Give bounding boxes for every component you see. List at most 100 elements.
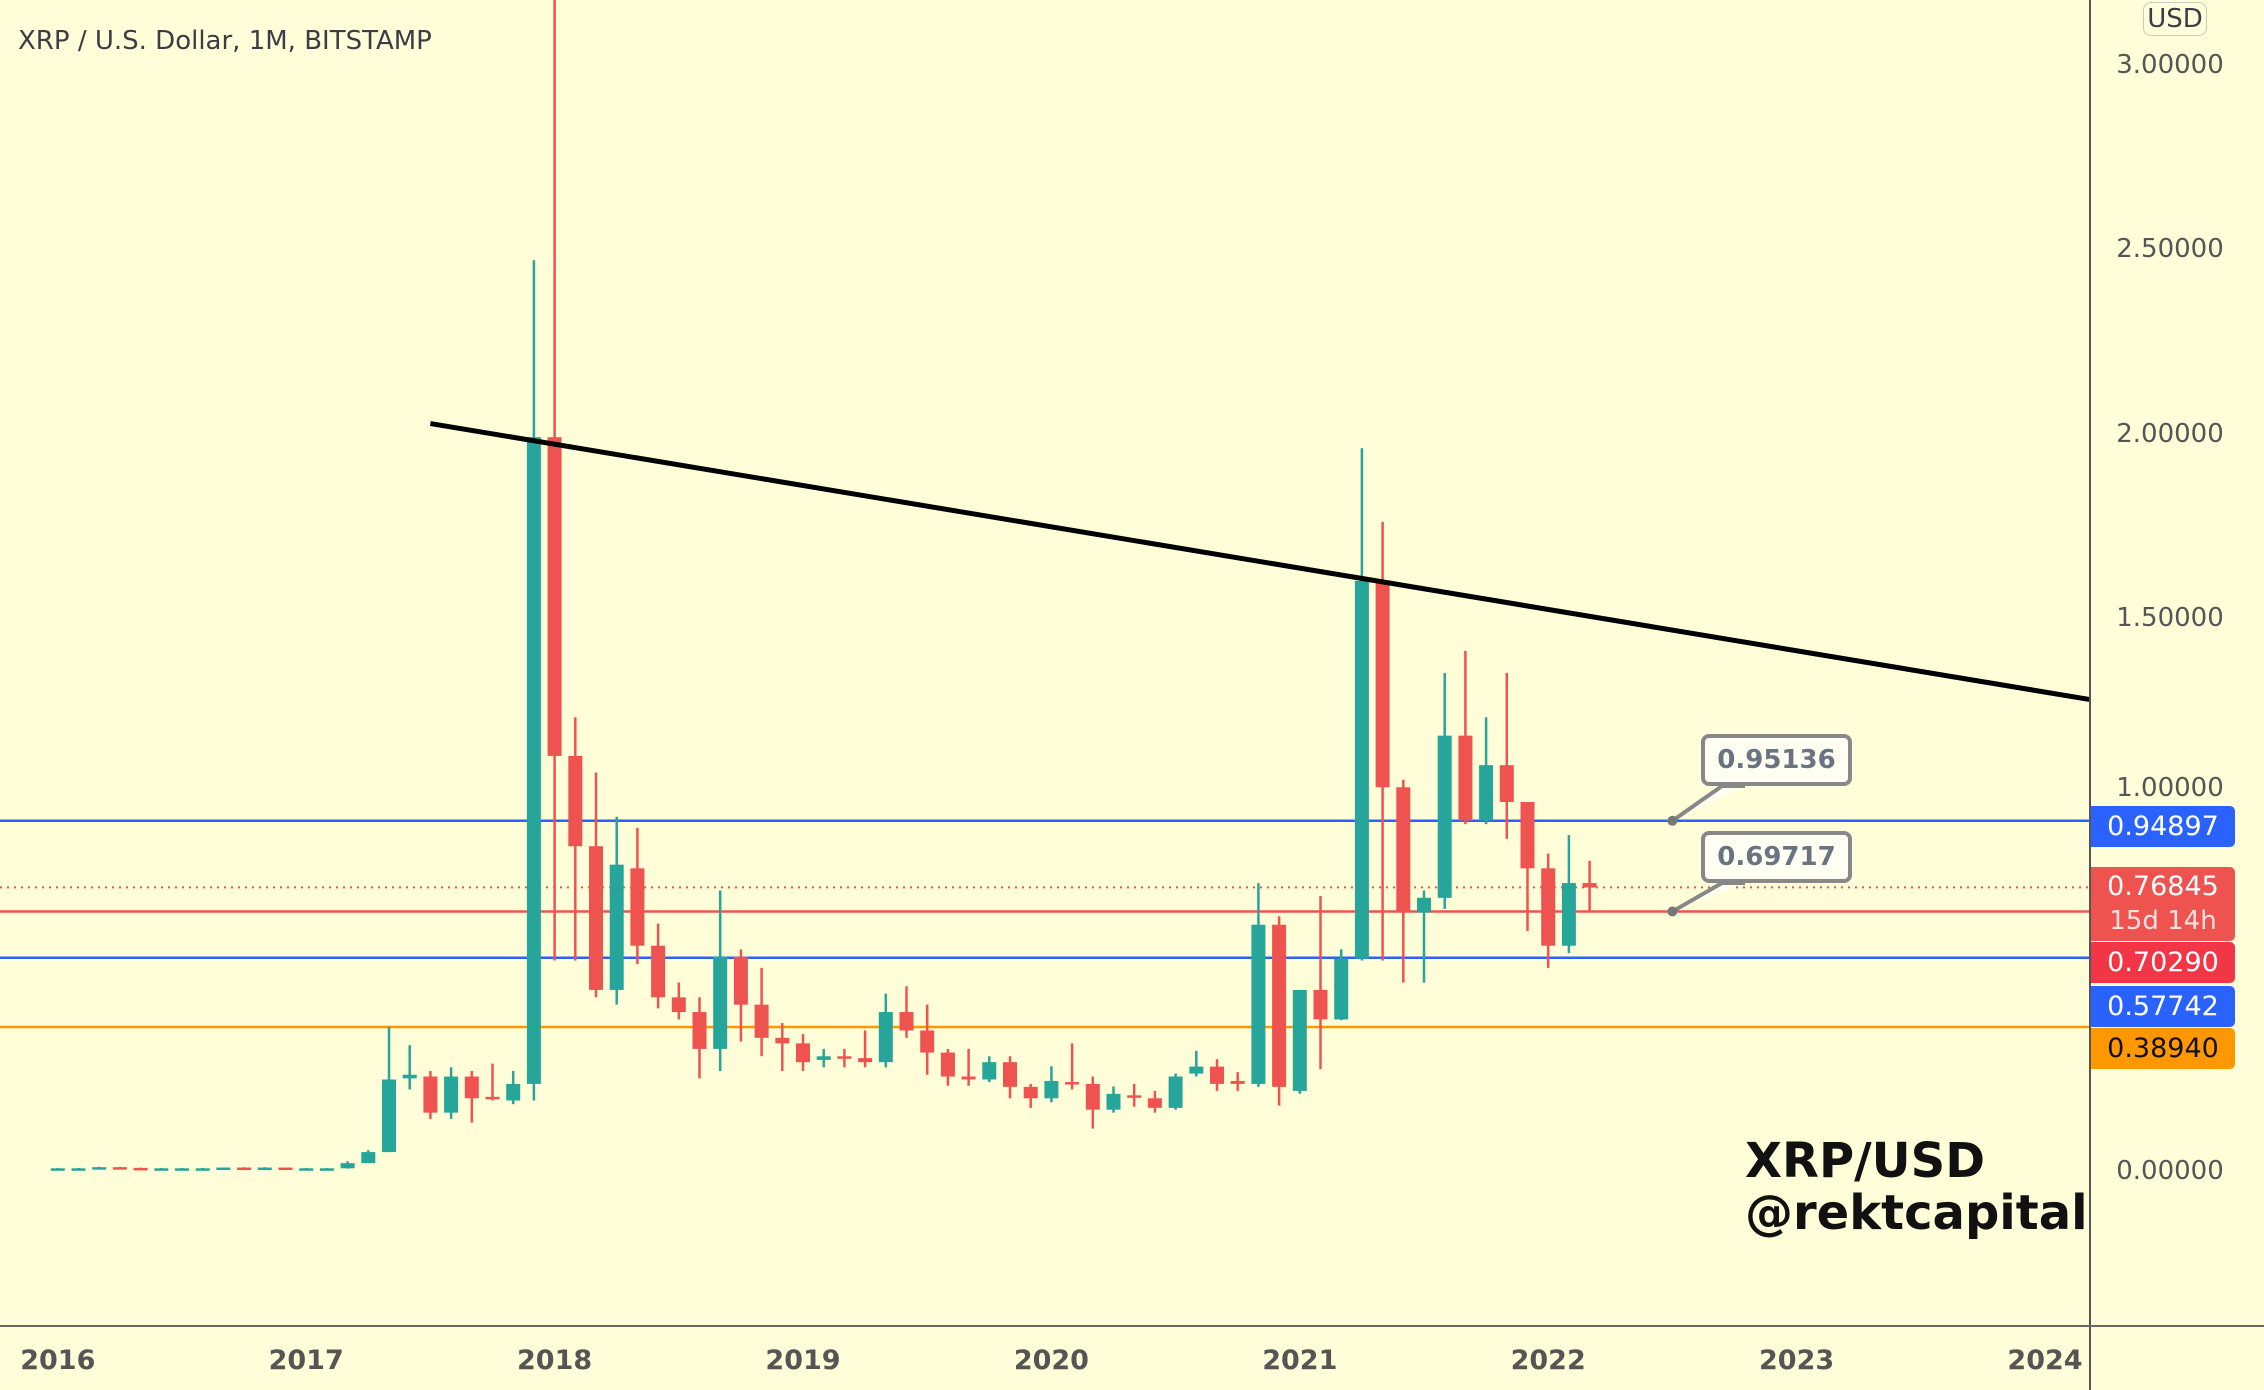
candle-body bbox=[982, 1062, 997, 1080]
candle-body bbox=[1127, 1095, 1142, 1098]
level-label-2: 0.57742 bbox=[2091, 986, 2235, 1027]
candle-body bbox=[1023, 1086, 1038, 1099]
candle bbox=[175, 1167, 189, 1171]
descending-trendline[interactable] bbox=[429, 421, 2091, 703]
callout-tail bbox=[1671, 881, 1745, 914]
candle-body bbox=[1396, 787, 1411, 913]
price-tick-label: 3.00000 bbox=[2116, 50, 2224, 80]
time-tick-label: 2019 bbox=[765, 1345, 841, 1376]
candle-body bbox=[816, 1056, 831, 1060]
candle bbox=[940, 1048, 955, 1086]
candle bbox=[444, 1067, 459, 1119]
chart-title: XRP / U.S. Dollar, 1M, BITSTAMP bbox=[18, 26, 432, 56]
candle bbox=[1106, 1086, 1121, 1113]
candle bbox=[775, 1023, 790, 1072]
candle-body bbox=[319, 1168, 334, 1171]
candle bbox=[1396, 779, 1411, 983]
watermark-handle: @rektcapital bbox=[1745, 1185, 2088, 1241]
candle bbox=[1313, 895, 1328, 1070]
candle-body bbox=[1417, 897, 1431, 913]
candle-body bbox=[1251, 924, 1266, 1084]
time-tick-label: 2016 bbox=[20, 1345, 96, 1376]
candle bbox=[257, 1167, 272, 1171]
price-callout-0[interactable]: 0.95136 bbox=[1701, 734, 1852, 786]
candle bbox=[1458, 650, 1473, 825]
candle bbox=[1479, 717, 1494, 825]
callout-tail bbox=[1671, 784, 1745, 823]
candle-body bbox=[878, 1012, 893, 1063]
candle-body bbox=[340, 1163, 355, 1169]
candle-body bbox=[1561, 883, 1576, 946]
candle bbox=[50, 1167, 65, 1171]
candle-body bbox=[1210, 1066, 1224, 1084]
time-tick-label: 2022 bbox=[1510, 1345, 1586, 1376]
price-tick-label: 2.00000 bbox=[2116, 418, 2224, 449]
candle-body bbox=[713, 956, 728, 1049]
candle bbox=[816, 1048, 831, 1068]
candle bbox=[92, 1166, 107, 1170]
candle-body bbox=[133, 1167, 148, 1171]
candle-body bbox=[651, 945, 666, 998]
callout-anchor-dot bbox=[1667, 815, 1678, 826]
candle bbox=[692, 997, 707, 1079]
candle bbox=[630, 827, 645, 965]
candle bbox=[1127, 1083, 1142, 1107]
candle bbox=[1147, 1090, 1162, 1113]
currency-button[interactable]: USD bbox=[2143, 2, 2207, 36]
time-tick-label: 2017 bbox=[268, 1345, 344, 1376]
candle bbox=[651, 923, 666, 1009]
time-tick-label: 2020 bbox=[1013, 1345, 1089, 1376]
candle bbox=[1003, 1056, 1017, 1099]
candle bbox=[1023, 1083, 1038, 1108]
candle-countdown: 15d 14h bbox=[2109, 906, 2217, 936]
candle-body bbox=[506, 1083, 521, 1101]
candle-body bbox=[299, 1168, 314, 1171]
candle bbox=[1417, 890, 1431, 983]
candle bbox=[1334, 949, 1349, 1021]
candle bbox=[1230, 1072, 1245, 1091]
candle bbox=[1582, 860, 1597, 913]
candle-body bbox=[1313, 989, 1328, 1020]
candle-body bbox=[444, 1076, 459, 1113]
candle-body bbox=[692, 1012, 707, 1049]
price-tick-label: 2.50000 bbox=[2116, 234, 2224, 265]
candle-body bbox=[1499, 765, 1514, 802]
candle-body bbox=[1147, 1098, 1162, 1108]
candle-body bbox=[961, 1076, 976, 1080]
candle-body bbox=[1044, 1080, 1059, 1099]
candle-body bbox=[195, 1168, 210, 1171]
candle-body bbox=[796, 1043, 810, 1063]
candle-body bbox=[526, 437, 541, 1084]
price-callout-1[interactable]: 0.69717 bbox=[1701, 831, 1852, 883]
candle-body bbox=[1106, 1093, 1121, 1110]
candle-body bbox=[899, 1012, 914, 1031]
candle-body bbox=[257, 1167, 272, 1171]
candle-body bbox=[1334, 958, 1349, 1020]
candle bbox=[423, 1071, 438, 1119]
candle-body bbox=[237, 1167, 252, 1171]
candle-body bbox=[382, 1079, 396, 1153]
candle bbox=[858, 1030, 873, 1068]
candle-body bbox=[402, 1074, 417, 1079]
candle bbox=[1437, 673, 1452, 909]
candle-body bbox=[609, 864, 624, 990]
candle-body bbox=[775, 1037, 790, 1044]
candle bbox=[112, 1166, 127, 1170]
current-price-label: 0.76845 15d 14h bbox=[2091, 867, 2235, 941]
candle bbox=[216, 1167, 231, 1171]
candle bbox=[361, 1150, 376, 1164]
candles bbox=[50, 0, 1597, 1171]
candle bbox=[154, 1167, 169, 1171]
candle bbox=[382, 1026, 396, 1153]
candle-body bbox=[1479, 765, 1494, 821]
candle bbox=[278, 1167, 293, 1171]
candle bbox=[195, 1167, 210, 1171]
candle bbox=[1189, 1050, 1204, 1077]
candle-body bbox=[423, 1076, 438, 1113]
price-tick-label: 1.50000 bbox=[2116, 602, 2224, 633]
candle-body bbox=[837, 1056, 852, 1059]
candle-body bbox=[464, 1076, 479, 1099]
candle-body bbox=[568, 755, 583, 847]
candle bbox=[402, 1045, 417, 1090]
